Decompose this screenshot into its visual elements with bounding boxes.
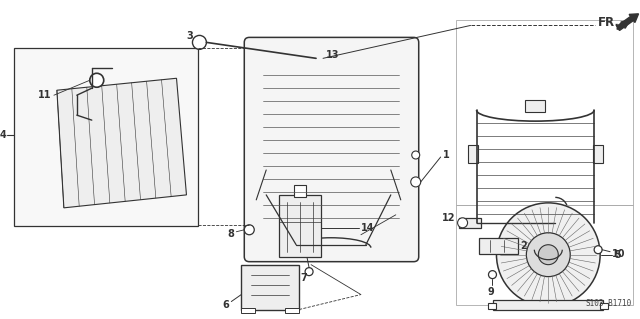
Text: 9: 9 <box>487 286 494 297</box>
Circle shape <box>412 151 420 159</box>
Text: 10: 10 <box>612 249 625 259</box>
Bar <box>285 308 299 313</box>
Circle shape <box>411 177 420 187</box>
Circle shape <box>488 271 497 278</box>
Text: 7: 7 <box>301 273 307 283</box>
Bar <box>241 265 299 309</box>
Bar <box>459 218 481 228</box>
Text: 1: 1 <box>443 150 449 160</box>
Text: 13: 13 <box>326 50 339 60</box>
Circle shape <box>193 35 207 49</box>
Text: 5: 5 <box>614 250 621 260</box>
Text: 3: 3 <box>187 31 193 41</box>
Circle shape <box>458 218 468 228</box>
Polygon shape <box>57 78 186 208</box>
Text: 2: 2 <box>520 241 527 251</box>
Bar <box>279 195 321 257</box>
FancyArrow shape <box>616 14 639 30</box>
Text: 6: 6 <box>223 300 229 309</box>
FancyBboxPatch shape <box>244 37 419 262</box>
Text: 8: 8 <box>227 229 234 239</box>
Circle shape <box>497 203 600 307</box>
Bar <box>241 308 255 313</box>
Bar <box>479 238 518 254</box>
Bar <box>456 20 633 205</box>
Circle shape <box>309 51 323 65</box>
Text: 4: 4 <box>0 130 6 140</box>
Circle shape <box>90 73 104 87</box>
Circle shape <box>244 225 254 235</box>
Circle shape <box>526 233 570 277</box>
Bar <box>14 48 198 226</box>
Text: 11: 11 <box>38 90 52 100</box>
Bar <box>525 100 545 112</box>
Circle shape <box>538 245 558 265</box>
Text: FR.: FR. <box>598 16 620 29</box>
Circle shape <box>594 246 602 254</box>
Bar <box>456 205 633 305</box>
Circle shape <box>305 268 313 276</box>
Text: 14: 14 <box>361 223 374 233</box>
Bar <box>468 145 477 163</box>
Bar <box>493 300 603 309</box>
Text: 12: 12 <box>442 213 456 223</box>
Text: S103-B1710: S103-B1710 <box>586 299 632 308</box>
Bar <box>488 302 497 308</box>
Bar <box>294 185 306 197</box>
Bar <box>600 302 608 308</box>
Bar <box>593 145 603 163</box>
